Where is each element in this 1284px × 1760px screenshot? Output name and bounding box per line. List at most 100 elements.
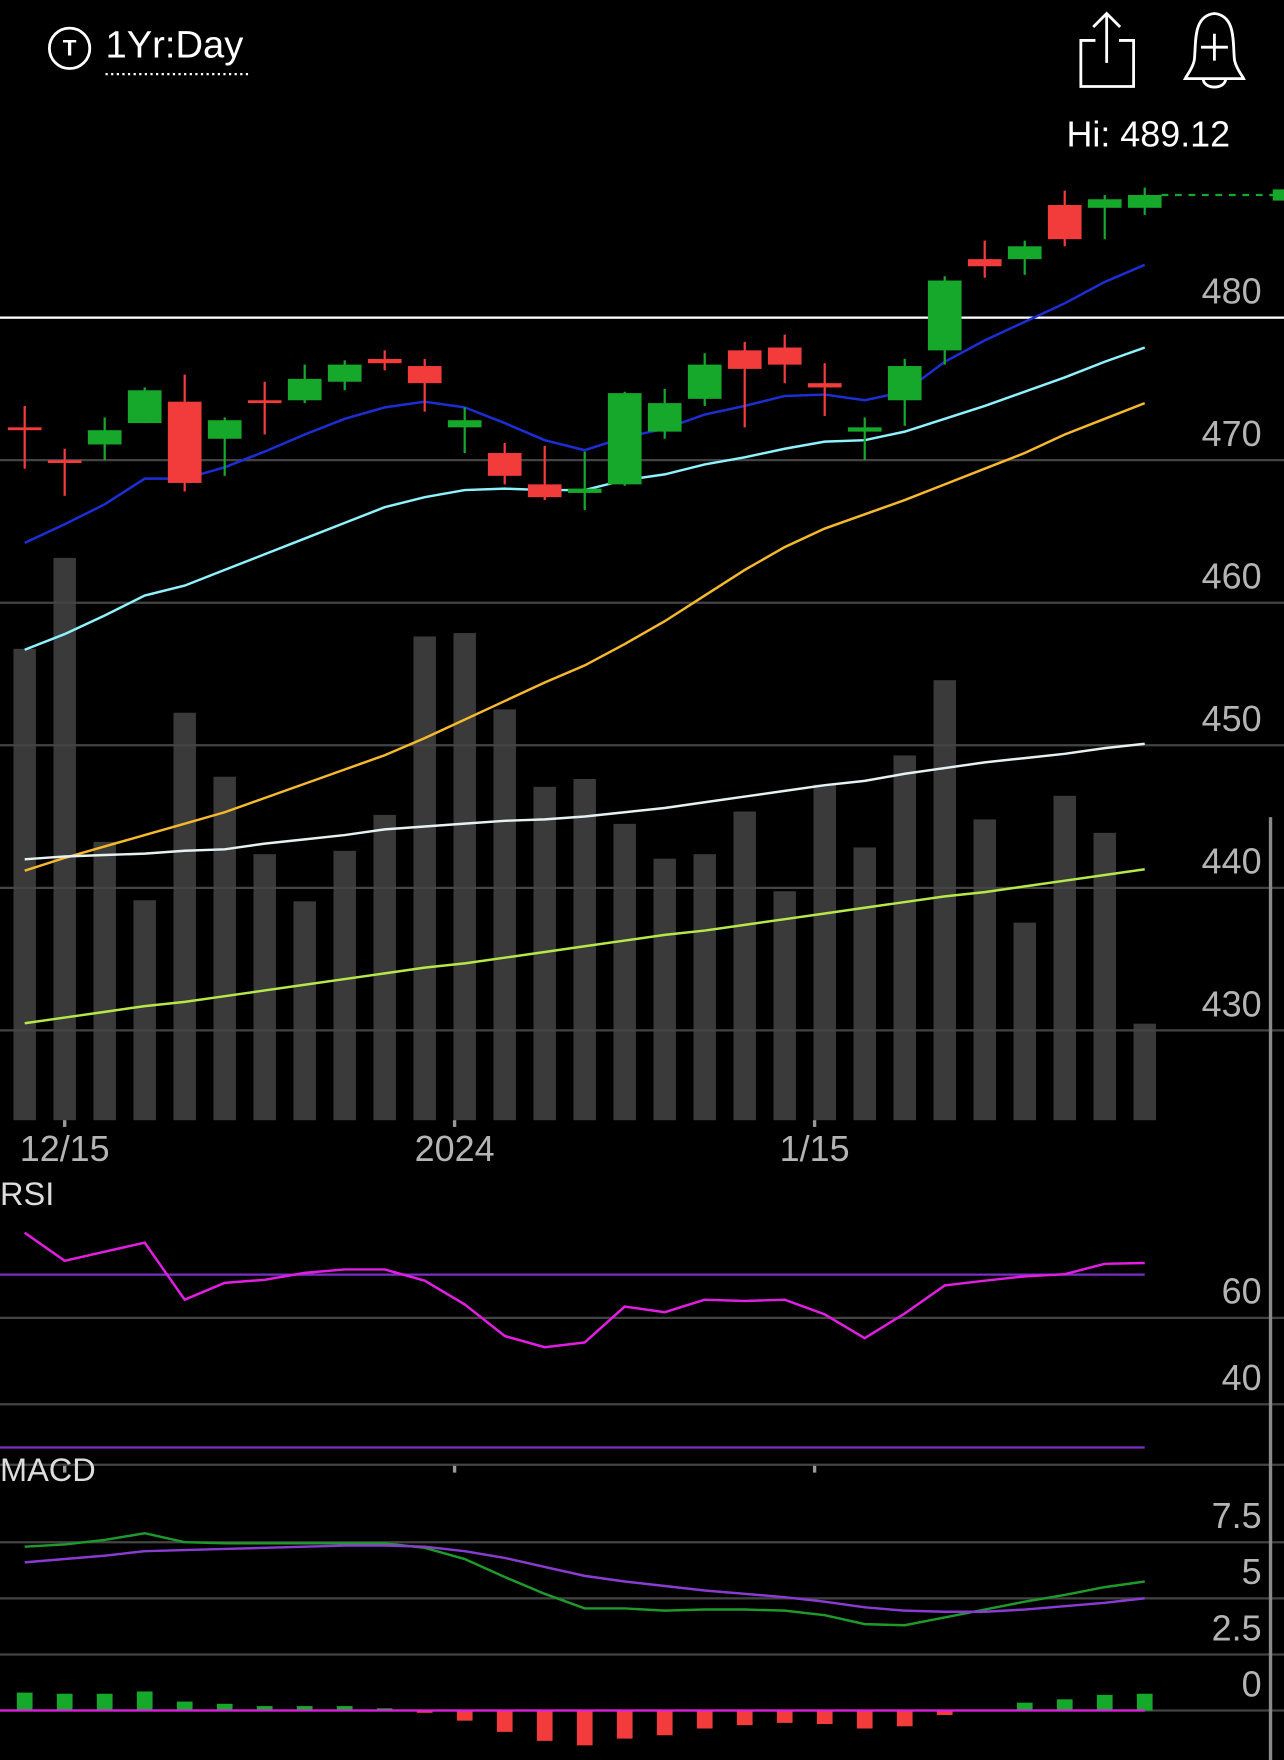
candle-body xyxy=(287,378,322,401)
histogram-bar xyxy=(296,1706,313,1711)
histogram-bar xyxy=(896,1710,913,1727)
histogram-bar xyxy=(1056,1699,1073,1711)
candle-body xyxy=(727,350,762,369)
y-tick-label: 0 xyxy=(1242,1663,1262,1704)
volume-bar xyxy=(173,712,196,1121)
candle-body xyxy=(1007,246,1042,260)
y-tick-label: 40 xyxy=(1222,1357,1262,1398)
histogram-bar xyxy=(256,1706,273,1711)
candle-body xyxy=(327,364,362,382)
candle-body xyxy=(967,259,1002,267)
histogram-bar xyxy=(216,1703,233,1711)
candle-body xyxy=(1047,204,1082,240)
volume-bar xyxy=(13,648,36,1121)
candle-body xyxy=(1127,194,1162,208)
candle-body xyxy=(847,427,882,432)
moving-average xyxy=(24,401,1146,872)
volume-bar xyxy=(813,784,836,1121)
candle-body xyxy=(87,430,122,445)
volume-bar xyxy=(773,891,796,1121)
volume-bar xyxy=(93,841,116,1121)
histogram-bar xyxy=(496,1710,513,1732)
volume-bar xyxy=(453,633,476,1121)
volume-bar xyxy=(653,858,676,1121)
volume-bar xyxy=(853,847,876,1121)
candle-body xyxy=(447,420,482,428)
y-tick-label: 2.5 xyxy=(1212,1607,1262,1648)
indicator-line xyxy=(24,1544,1145,1614)
volume-bar xyxy=(373,814,396,1121)
volume-bar xyxy=(1053,795,1076,1121)
period-selector[interactable]: T 1Yr:Day xyxy=(47,23,250,76)
volume-bar xyxy=(973,819,996,1121)
share-box xyxy=(1079,39,1136,88)
histogram-bar xyxy=(1136,1693,1153,1711)
volume-bar xyxy=(893,755,916,1121)
candle-body xyxy=(127,390,162,424)
candle-body xyxy=(207,420,242,439)
share-button[interactable] xyxy=(1079,11,1136,88)
candle-body xyxy=(487,453,522,476)
histogram-bar xyxy=(616,1710,633,1739)
candle-body xyxy=(567,488,602,493)
y-tick-label: 5 xyxy=(1242,1551,1262,1592)
candle-body xyxy=(1087,199,1122,208)
volume-bar xyxy=(493,709,516,1121)
histogram-bar xyxy=(456,1710,473,1721)
indicator-line xyxy=(23,1231,1145,1349)
volume-bar xyxy=(253,854,276,1121)
indicator-line xyxy=(24,1531,1145,1627)
candle-body xyxy=(927,280,962,351)
y-tick-label: 60 xyxy=(1222,1271,1262,1312)
candle-body xyxy=(407,366,442,384)
last-price-marker xyxy=(1272,189,1284,201)
histogram-bar xyxy=(736,1710,753,1726)
candle-body xyxy=(647,403,682,432)
histogram-bar xyxy=(656,1710,673,1736)
histogram-bar xyxy=(936,1710,953,1716)
histogram-bar xyxy=(96,1693,113,1711)
y-tick-label: 430 xyxy=(1202,983,1262,1024)
histogram-bar xyxy=(536,1710,553,1741)
candle-body xyxy=(247,400,282,404)
share-arrow xyxy=(1092,11,1122,63)
volume-bar xyxy=(933,680,956,1121)
candle-body xyxy=(767,347,802,365)
candle-body xyxy=(887,366,922,401)
volume-bar xyxy=(533,786,556,1121)
volume-bar xyxy=(53,557,76,1121)
period-label: 1Yr:Day xyxy=(106,23,244,66)
volume-bar xyxy=(213,776,236,1121)
histogram-bar xyxy=(16,1692,33,1711)
moving-average xyxy=(24,868,1145,1025)
histogram-bar xyxy=(576,1710,593,1746)
volume-bar xyxy=(1093,832,1116,1121)
alert-button[interactable] xyxy=(1182,12,1246,89)
volume-bar xyxy=(133,900,156,1121)
volume-bar xyxy=(413,636,436,1121)
panel-title: RSI xyxy=(0,1176,54,1212)
x-tick-label: 12/15 xyxy=(20,1128,110,1169)
candle-body xyxy=(167,401,202,483)
bell-plus xyxy=(1200,33,1228,61)
histogram-bar xyxy=(696,1710,713,1729)
histogram-bar xyxy=(136,1691,153,1711)
y-tick-label: 460 xyxy=(1202,556,1262,597)
histogram-bar xyxy=(776,1710,793,1723)
candle-body xyxy=(687,364,722,399)
icon-ring xyxy=(47,26,92,70)
histogram-bar xyxy=(816,1710,833,1725)
volume-bar xyxy=(733,811,756,1121)
candle-body xyxy=(47,460,82,463)
icon-letter: T xyxy=(63,35,77,60)
y-tick-label: 450 xyxy=(1202,698,1262,739)
bell-clapper xyxy=(1201,78,1228,89)
volume-bar xyxy=(1133,1023,1156,1121)
histogram-bar xyxy=(56,1693,73,1711)
histogram-bar xyxy=(856,1710,873,1729)
candle-body xyxy=(527,484,562,498)
candle-body xyxy=(7,427,42,431)
y-tick-label: 470 xyxy=(1202,413,1262,454)
